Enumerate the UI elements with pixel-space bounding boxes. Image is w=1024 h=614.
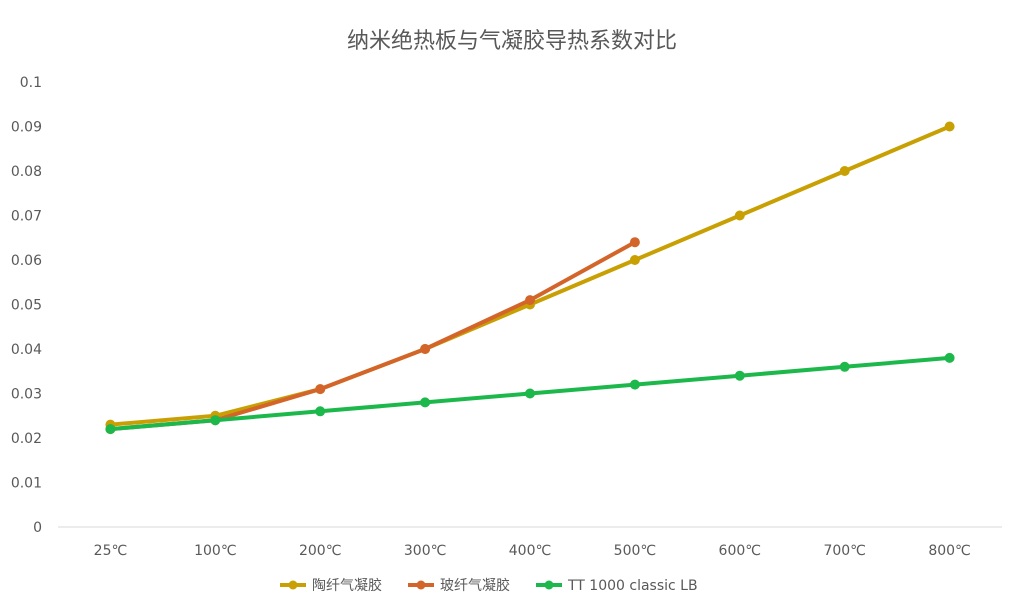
data-point bbox=[525, 295, 535, 306]
x-tick-label: 100℃ bbox=[194, 543, 236, 559]
data-point bbox=[420, 344, 431, 354]
series-2 bbox=[105, 237, 640, 435]
legend-item: 玻纤气凝胶 bbox=[408, 577, 510, 594]
data-point bbox=[734, 370, 745, 381]
y-tick-label: 0.07 bbox=[11, 209, 42, 225]
data-point bbox=[105, 424, 116, 435]
x-tick-label: 700℃ bbox=[823, 543, 865, 559]
y-tick-label: 0.05 bbox=[11, 298, 42, 314]
data-point bbox=[629, 379, 640, 390]
data-point bbox=[629, 255, 640, 265]
y-tick-label: 0 bbox=[33, 520, 42, 536]
x-tick-label: 200℃ bbox=[299, 543, 341, 559]
data-point bbox=[734, 210, 745, 221]
legend-swatch-marker bbox=[416, 580, 426, 590]
y-tick-label: 0.08 bbox=[11, 164, 42, 180]
x-tick-label: 800℃ bbox=[928, 543, 970, 559]
y-tick-label: 0.03 bbox=[11, 387, 42, 403]
series-line bbox=[108, 240, 637, 432]
x-tick-label: 300℃ bbox=[404, 543, 446, 559]
series-1 bbox=[105, 121, 955, 430]
legend-label: 玻纤气凝胶 bbox=[440, 577, 510, 594]
data-point bbox=[210, 415, 221, 426]
data-point bbox=[629, 237, 640, 248]
x-tick-label: 600℃ bbox=[719, 543, 761, 559]
legend-swatch-marker bbox=[544, 580, 554, 590]
legend-item: 陶纤气凝胶 bbox=[280, 577, 382, 594]
legend-label: TT 1000 classic LB bbox=[567, 578, 698, 594]
series-line bbox=[108, 124, 952, 427]
x-tick-label: 400℃ bbox=[509, 543, 551, 559]
y-tick-label: 0.01 bbox=[11, 476, 42, 492]
data-point bbox=[944, 352, 955, 363]
data-point bbox=[420, 397, 431, 408]
data-point bbox=[839, 166, 850, 176]
x-tick-label: 25℃ bbox=[94, 543, 128, 559]
y-tick-label: 0.1 bbox=[20, 75, 42, 91]
data-point bbox=[839, 361, 850, 372]
data-point bbox=[315, 384, 326, 395]
series-3 bbox=[105, 352, 955, 435]
y-tick-label: 0.06 bbox=[11, 253, 42, 269]
legend-label: 陶纤气凝胶 bbox=[312, 577, 382, 594]
y-tick-label: 0.02 bbox=[11, 431, 42, 447]
data-point bbox=[525, 388, 535, 399]
legend-item: TT 1000 classic LB bbox=[536, 578, 698, 594]
x-tick-label: 500℃ bbox=[614, 543, 656, 559]
y-axis-ticks: 0 0.01 0.02 0.03 0.04 0.05 0.06 0.07 0.08 0.09 0.1 bbox=[11, 75, 42, 536]
legend: 陶纤气凝胶 玻纤气凝胶 TT 1000 classic LB bbox=[280, 577, 698, 594]
data-point bbox=[315, 406, 326, 417]
y-tick-label: 0.09 bbox=[11, 120, 42, 136]
x-axis-ticks: 25℃ 100℃ 200℃ 300℃ 400℃ 500℃ 600℃ 700℃ 800℃ bbox=[94, 543, 971, 559]
chart-title: 纳米绝热板与气凝胶导热系数对比 bbox=[347, 29, 677, 54]
data-point bbox=[944, 121, 955, 132]
legend-swatch-marker bbox=[288, 580, 298, 590]
series-layer bbox=[105, 121, 955, 435]
y-tick-label: 0.04 bbox=[11, 342, 42, 358]
